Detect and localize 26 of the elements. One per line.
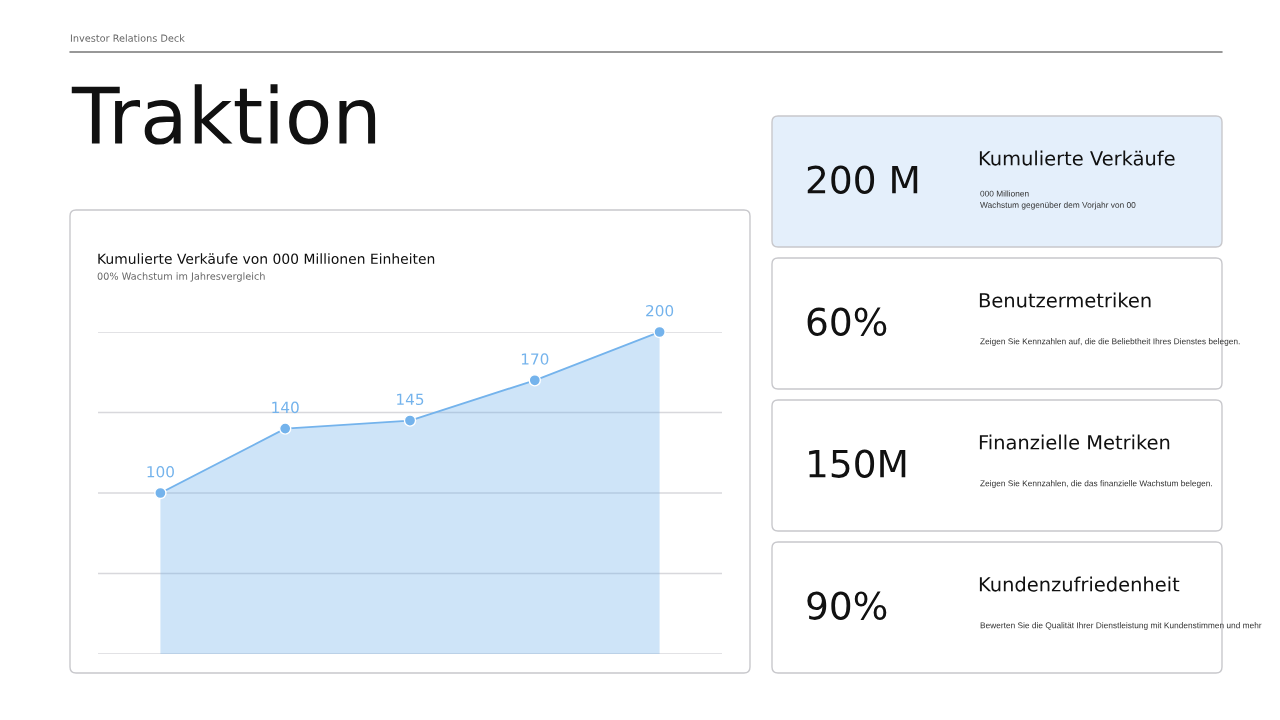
data-label: 145	[397, 393, 424, 406]
text: 200 M	[807, 165, 918, 194]
text: Bewerten Sie die Qualität Ihrer Dienstleistung mit Kundenstimmen und mehr	[980, 622, 1262, 630]
text: 150M	[809, 449, 906, 478]
text: Investor Relations Deck	[70, 34, 185, 42]
point	[653, 325, 666, 339]
chart-title: Kumulierte Verkäufe von 000 Millionen Einheiten	[98, 253, 435, 265]
point	[403, 414, 417, 427]
text: Zeigen Sie Kennzahlen, die das finanzielle Wachstum belegen.	[980, 480, 1212, 488]
data-label: 200	[646, 304, 674, 317]
point	[278, 422, 292, 435]
text: Zeigen Sie Kennzahlen auf, die die Beliebtheit Ihres Dienstes belegen.	[980, 338, 1240, 346]
point	[528, 374, 542, 387]
text: Kumulierte Verkäufe	[979, 150, 1175, 166]
text: Finanzielle Metriken	[979, 434, 1170, 450]
text: 000 Millionen Wachstum gegenüber dem Vorjahr von 00	[980, 190, 1136, 210]
data-label: 170	[521, 353, 549, 365]
text: Kundenzufriedenheit	[979, 576, 1180, 592]
text: 60%	[807, 307, 887, 336]
text: Traktion	[71, 84, 376, 145]
point	[154, 486, 167, 500]
text: 90%	[807, 591, 887, 620]
text: Benutzermetriken	[979, 292, 1151, 308]
chart-subtitle: 00% Wachstum im Jahresvergleich	[97, 272, 265, 282]
data-label: 140	[272, 401, 299, 414]
data-label: 100	[147, 465, 174, 478]
